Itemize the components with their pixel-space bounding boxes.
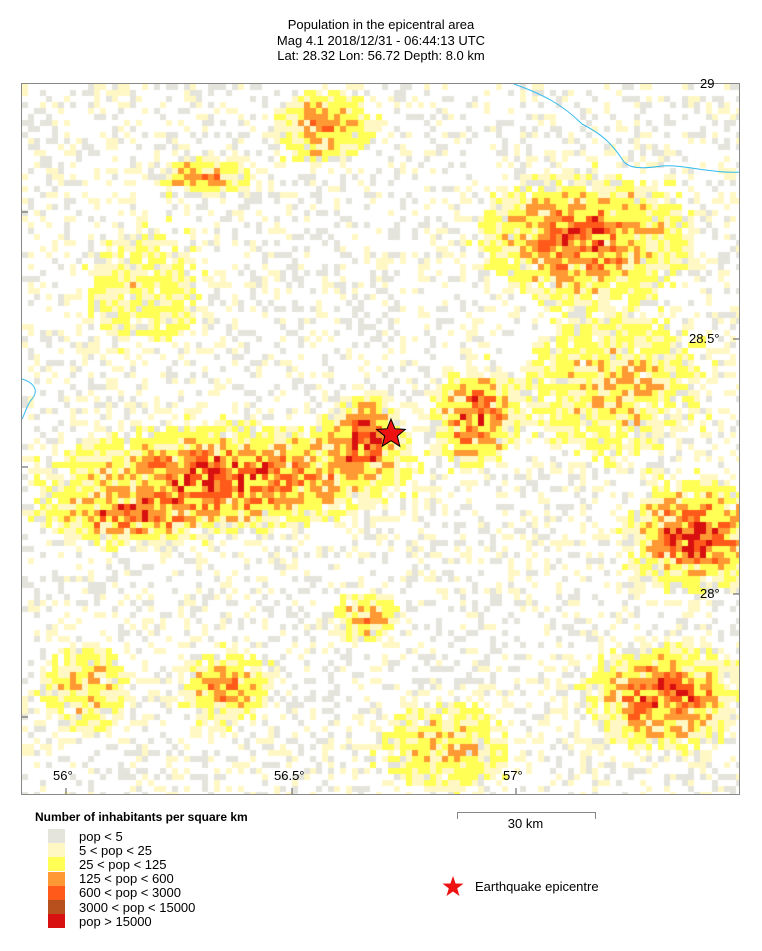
legend-item: 25 < pop < 125 [48, 856, 167, 872]
lon-tick-label: 56.5° [274, 768, 305, 783]
population-density-layer [22, 84, 739, 794]
legend-title: Number of inhabitants per square km [35, 810, 248, 824]
legend-label: 125 < pop < 600 [79, 871, 174, 887]
epicentre-legend-star-icon [442, 876, 464, 896]
lon-tick-label: 57° [503, 768, 523, 783]
epicentre-star [375, 417, 407, 448]
legend-swatch [48, 843, 65, 858]
legend-item: 125 < pop < 600 [48, 871, 174, 887]
legend-item: 600 < pop < 3000 [48, 885, 181, 901]
lon-tick-label: 56° [53, 768, 73, 783]
legend-label: 5 < pop < 25 [79, 842, 153, 858]
lat-tick-label: 28° [700, 586, 720, 601]
legend-item: pop > 15000 [48, 913, 152, 929]
map-title: Population in the epicentral area [287, 17, 475, 32]
legend-label: pop > 15000 [79, 913, 152, 929]
lat-tick-label: 29 [700, 76, 715, 91]
legend-swatch [48, 914, 65, 929]
map-overlay [22, 84, 739, 794]
legend-swatch [48, 900, 65, 914]
legend-swatch [48, 829, 65, 843]
legend-item: 5 < pop < 25 [48, 842, 153, 858]
legend-label: 600 < pop < 3000 [79, 885, 181, 901]
event-location: Lat: 28.32 Lon: 56.72 Depth: 8.0 km [277, 48, 485, 63]
epicentre-legend-label: Earthquake epicentre [475, 879, 599, 894]
lat-tick-label: 28.5° [689, 331, 720, 346]
legend-swatch [48, 857, 65, 872]
legend-label: 3000 < pop < 15000 [79, 899, 196, 915]
legend-swatch [48, 885, 65, 900]
ticks [22, 211, 739, 794]
scale-label: 30 km [507, 816, 544, 831]
legend-item: pop < 5 [48, 828, 123, 844]
legend-label: pop < 5 [79, 828, 123, 844]
legend-item: 3000 < pop < 15000 [48, 899, 196, 915]
event-info: Mag 4.1 2018/12/31 - 06:44:13 UTC [276, 33, 486, 48]
river [22, 378, 36, 420]
map-area[interactable]: CSEM EMSC [21, 83, 740, 795]
river [513, 84, 739, 173]
legend-swatch [48, 871, 65, 886]
legend-label: 25 < pop < 125 [79, 856, 167, 872]
scale-bar [457, 812, 596, 819]
